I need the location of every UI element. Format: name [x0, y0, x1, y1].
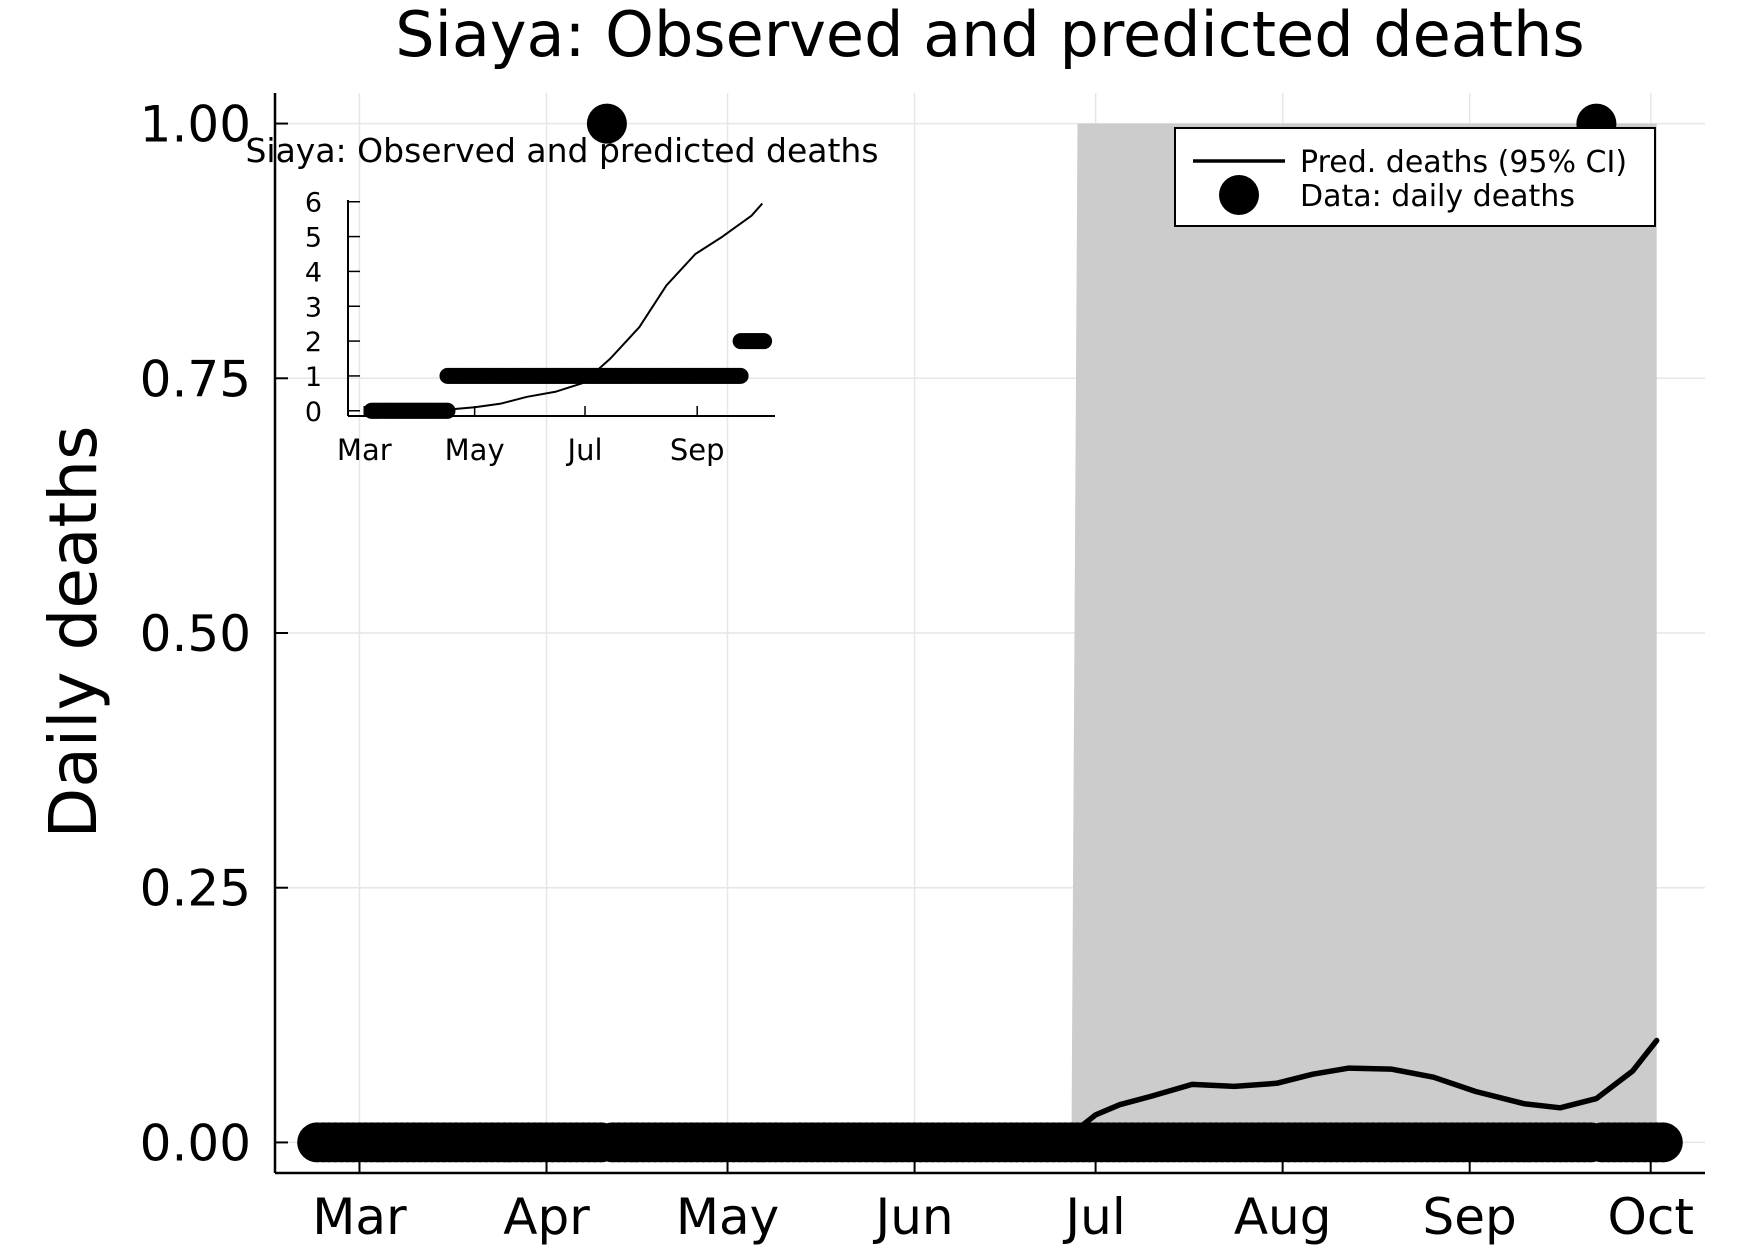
inset-x-tick-label-1: May	[445, 433, 505, 467]
inset-y-tick-label-3: 3	[305, 292, 322, 323]
data-point-223	[1642, 1122, 1683, 1163]
legend-marker-swatch	[1219, 175, 1259, 215]
x-tick-label-1: Apr	[503, 1188, 590, 1246]
y-axis-label: Daily deaths	[35, 425, 112, 838]
inset-title: Siaya: Observed and predicted deaths	[245, 131, 878, 170]
inset-axes: 0 1 2 3 45 6 Mar May Jul Sep	[305, 188, 775, 467]
x-tick-label-5: Aug	[1234, 1188, 1332, 1246]
main-axes: Mar Apr May Jun Jul Aug Sep Oct 0.00 0.25 0.50 0.75…	[140, 93, 1705, 1246]
main-data-points	[297, 103, 1683, 1163]
main-ci-band	[1071, 123, 1657, 1143]
y-tick-label-0: 0.00	[140, 1114, 251, 1172]
chart-title: Siaya: Observed and predicted deaths	[395, 0, 1584, 71]
inset-data-point-42	[439, 402, 456, 419]
x-tick-label-3: Jun	[873, 1188, 954, 1246]
inset-y-tick-label-0: 0	[305, 397, 322, 428]
inset-data-points	[363, 333, 773, 419]
inset-y-tick-label-4: 4	[305, 257, 322, 288]
legend: Pred. deaths (95% CI)Data: daily deaths	[1174, 127, 1656, 227]
data-point-48	[586, 103, 627, 144]
inset-y-tick-label-2: 2	[305, 327, 322, 358]
x-tick-label-4: Jul	[1062, 1188, 1125, 1246]
legend-box	[1174, 127, 1656, 227]
inset-y-tick-label-5: 5	[305, 223, 322, 254]
ci-band-area	[1071, 123, 1657, 1143]
x-tick-label-7: Oct	[1607, 1188, 1693, 1246]
legend-label-1: Data: daily deaths	[1300, 179, 1575, 214]
inset-chart: Siaya: Observed and predicted deaths 0 1 2…	[245, 131, 878, 467]
x-tick-label-2: May	[676, 1188, 779, 1246]
y-tick-label-3: 0.75	[140, 350, 251, 408]
inset-x-tick-label-2: Jul	[566, 433, 603, 467]
inset-data-point-205	[732, 367, 749, 384]
inset-x-tick-label-0: Mar	[337, 433, 392, 467]
inset-x-tick-label-3: Sep	[670, 433, 725, 467]
inset-data-point-219	[756, 333, 773, 350]
y-tick-label-4: 1.00	[140, 96, 251, 154]
y-tick-label-1: 0.25	[140, 860, 251, 918]
y-tick-label-2: 0.50	[140, 605, 251, 663]
legend-label-0: Pred. deaths (95% CI)	[1300, 145, 1627, 180]
inset-y-tick-label-6: 6	[305, 188, 322, 219]
x-tick-label-0: Mar	[312, 1188, 407, 1246]
inset-y-tick-label-1: 1	[305, 362, 322, 393]
x-tick-label-6: Sep	[1423, 1188, 1517, 1246]
